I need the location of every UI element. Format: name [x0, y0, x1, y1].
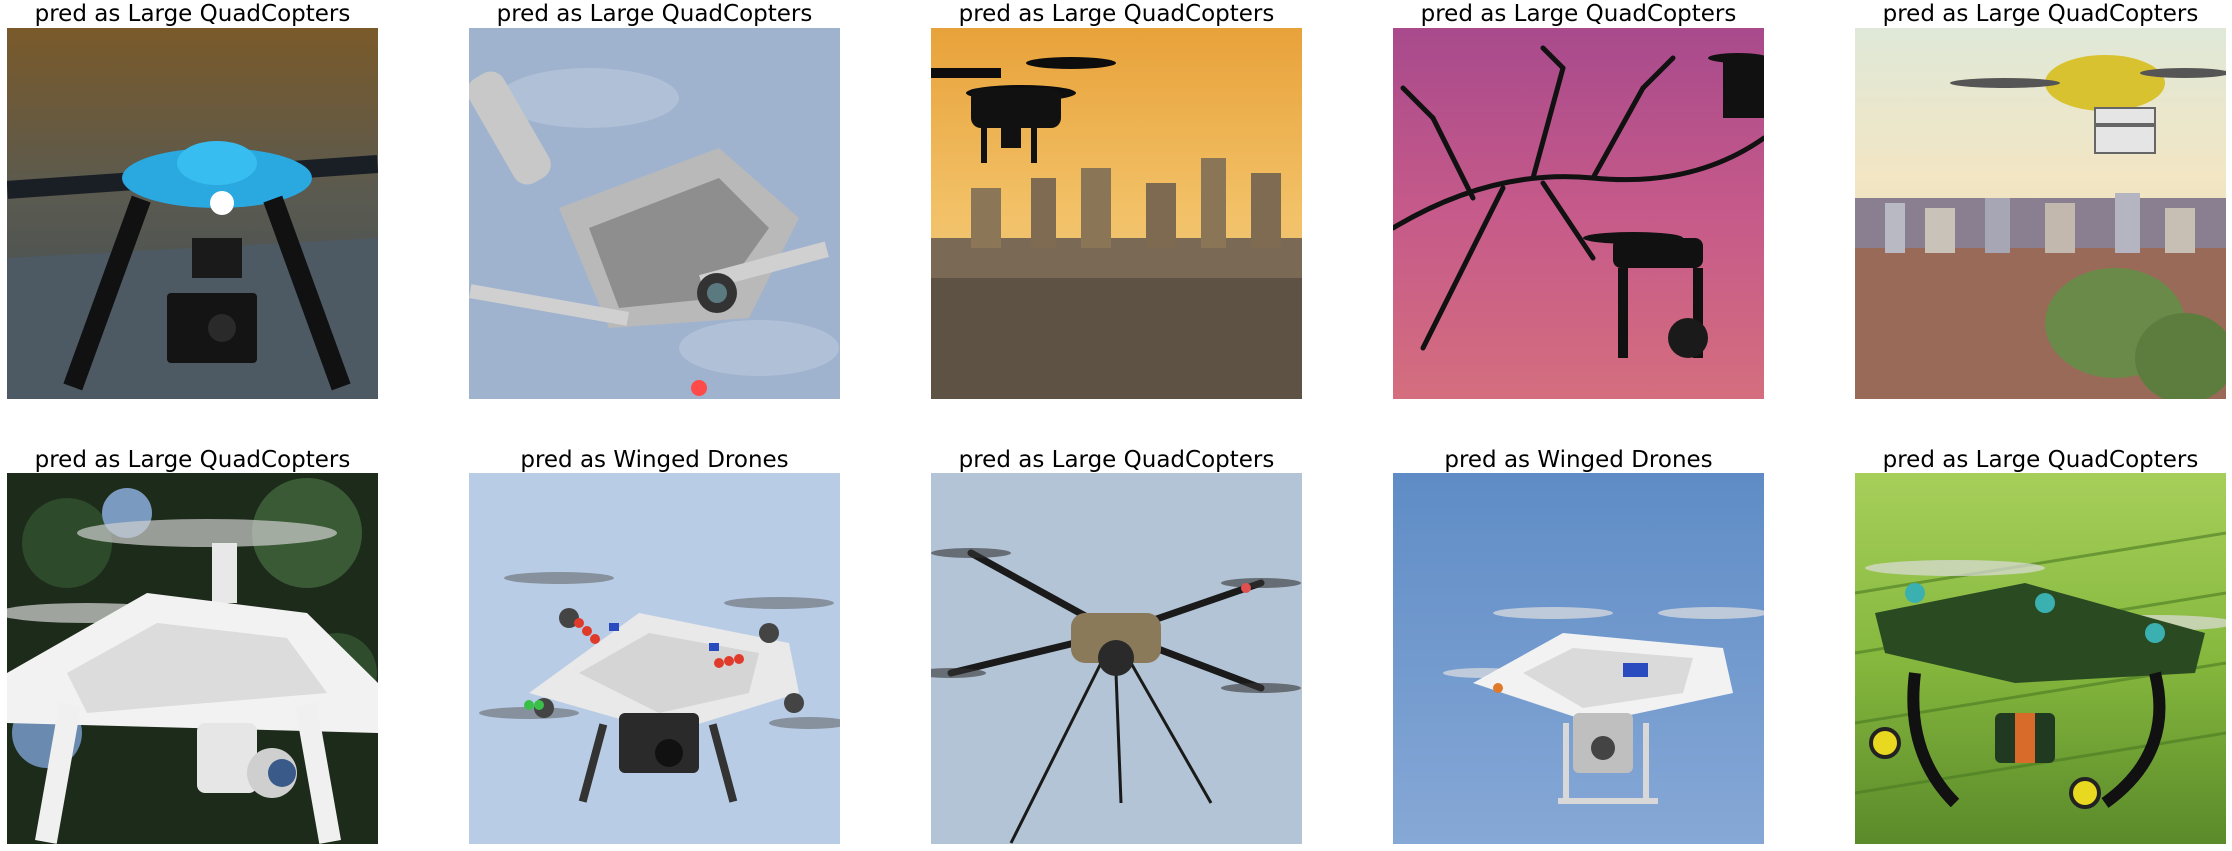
panel-title: pred as Large QuadCopters — [496, 1, 813, 27]
panel-title: pred as Large QuadCopters — [34, 447, 351, 473]
panel-image — [931, 28, 1302, 399]
panel-title: pred as Winged Drones — [1444, 447, 1713, 473]
panel-title: pred as Winged Drones — [520, 447, 789, 473]
panel-title: pred as Large QuadCopters — [1882, 447, 2199, 473]
panel-title: pred as Large QuadCopters — [1420, 1, 1737, 27]
panel-title: pred as Large QuadCopters — [958, 447, 1275, 473]
panel-title: pred as Large QuadCopters — [1882, 1, 2199, 27]
panel-title: pred as Large QuadCopters — [958, 1, 1275, 27]
panel-image — [7, 473, 378, 844]
panel-image — [1393, 28, 1764, 399]
panel-image — [7, 28, 378, 399]
panel-image — [1855, 473, 2226, 844]
panel-image — [469, 28, 840, 399]
panel-image — [1393, 473, 1764, 844]
panel-image — [931, 473, 1302, 844]
panel-image — [469, 473, 840, 844]
panel-image — [1855, 28, 2226, 399]
panel-title: pred as Large QuadCopters — [34, 1, 351, 27]
